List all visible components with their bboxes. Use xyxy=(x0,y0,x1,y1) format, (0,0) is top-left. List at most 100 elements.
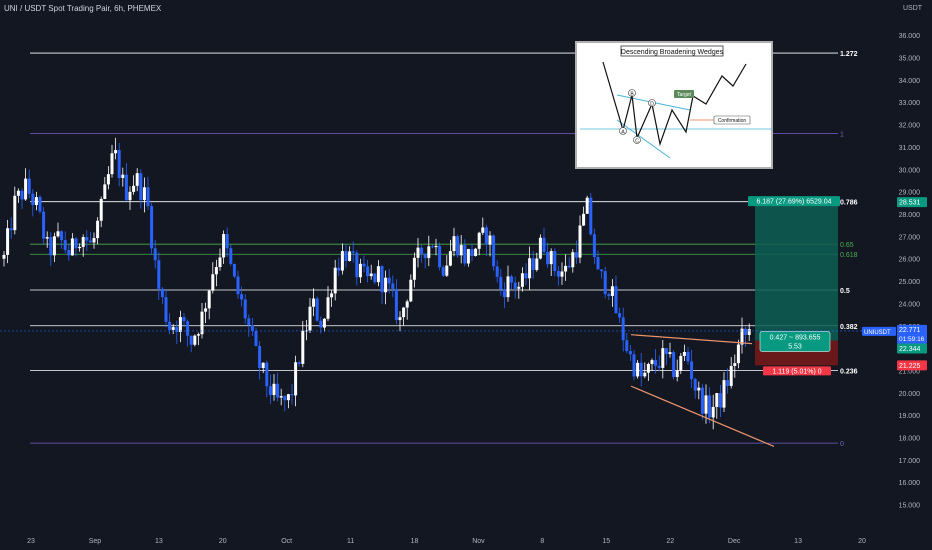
candle-body xyxy=(196,334,200,336)
price-tick-label: 25.000 xyxy=(899,279,921,286)
candle-body xyxy=(157,260,161,289)
candle-body xyxy=(290,394,294,396)
inset-confirmation-label: Confirmation xyxy=(718,118,747,124)
candle-body xyxy=(200,311,204,335)
candle-body xyxy=(708,395,712,418)
candle-body xyxy=(232,263,236,277)
inset-point-b xyxy=(628,89,636,97)
candle-body xyxy=(276,383,280,398)
candle-body xyxy=(538,237,542,259)
candle-body xyxy=(168,321,172,330)
time-tick-label: 11 xyxy=(347,538,354,545)
candle-body xyxy=(63,240,67,250)
long-position-tool[interactable]: 6.187 (27.69%) 6529.04 0.427 ~ 893.655 5.5… xyxy=(748,196,840,376)
candle-body xyxy=(718,393,722,408)
time-axis[interactable]: 23 Sep 13 20 Oct 11 18 Nov 8 15 22 Dec 13 20 xyxy=(0,531,932,550)
candle-body xyxy=(531,258,535,270)
price-tick-label: 21.000 xyxy=(899,368,921,375)
candle-body xyxy=(621,317,625,341)
candle-body xyxy=(524,273,528,279)
candle-body xyxy=(96,220,100,239)
candle-body xyxy=(340,251,344,271)
candle-body xyxy=(394,288,398,321)
candle-body xyxy=(405,301,409,308)
last-price-badge: 22.771 xyxy=(899,327,921,334)
countdown-badge: 01:59:16 xyxy=(899,336,925,343)
wedge-upper-line[interactable] xyxy=(630,334,753,345)
candle-body xyxy=(326,297,330,319)
stop-label: 1.119 (5.01%) 0 xyxy=(772,368,821,375)
fib-level-label: 0.618 xyxy=(840,252,858,259)
descending-broadening-wedge[interactable] xyxy=(630,334,775,448)
wedge-lower-line[interactable] xyxy=(630,385,775,448)
candle-body xyxy=(661,348,665,368)
candle-body xyxy=(704,395,708,414)
candle-body xyxy=(535,258,539,270)
candle-body xyxy=(16,190,20,196)
time-tick-label: 15 xyxy=(602,538,610,545)
price-axis-background xyxy=(895,0,932,530)
fib-level-label: 0.382 xyxy=(840,324,858,331)
candle-body xyxy=(34,197,38,206)
candle-body xyxy=(362,263,366,267)
target-label-box xyxy=(748,196,840,207)
candle-body xyxy=(470,249,474,257)
price-badges: 28.531 21.225 UNIUSDT 22.771 01:59:16 22.344 xyxy=(0,197,927,371)
candle-body xyxy=(614,286,618,314)
candle-body xyxy=(358,263,362,278)
time-tick-label: 22 xyxy=(666,538,674,545)
candle-body xyxy=(657,365,661,368)
candle-body xyxy=(279,396,283,398)
stop-price-badge: 21.225 xyxy=(899,363,921,370)
candle-body xyxy=(618,313,622,318)
candle-body xyxy=(380,266,384,293)
candle-body xyxy=(700,387,704,414)
candle-body xyxy=(121,174,125,179)
price-tick-label: 20.000 xyxy=(899,391,921,398)
candle-body xyxy=(448,251,452,266)
price-tick-label: 32.000 xyxy=(899,123,921,130)
candle-body xyxy=(337,267,341,271)
fib-level-label: 0.65 xyxy=(840,242,854,249)
candle-body xyxy=(207,290,211,309)
candle-body xyxy=(247,318,251,326)
candle-body xyxy=(45,237,49,239)
position-info-line2: 5.53 xyxy=(788,344,802,351)
inset-confirmation-box xyxy=(713,115,751,125)
price-tick-label: 35.000 xyxy=(899,56,921,63)
candle-body xyxy=(103,184,107,199)
inset-title-box xyxy=(620,45,724,57)
position-info-line1: 0.427 ~ 893.655 xyxy=(770,335,821,342)
candle-body xyxy=(636,362,640,377)
inset-target-box xyxy=(674,90,694,98)
candle-body xyxy=(297,362,301,364)
candle-body xyxy=(549,251,553,265)
candle-body xyxy=(315,298,319,321)
candle-body xyxy=(114,150,118,154)
candle-body xyxy=(124,174,128,201)
candle-body xyxy=(430,246,434,248)
candle-body xyxy=(412,257,416,280)
candle-body xyxy=(499,276,503,290)
candle-body xyxy=(607,294,611,296)
candle-body xyxy=(261,362,265,369)
candle-body xyxy=(686,352,690,362)
candle-body xyxy=(481,227,485,233)
candle-body xyxy=(229,248,233,264)
inset-target-label: Target xyxy=(677,92,692,98)
price-axis[interactable]: USDT 36.000 35.000 34.000 33.000 32.000 31.00… xyxy=(895,0,932,530)
profit-zone[interactable] xyxy=(755,202,838,341)
candle-body xyxy=(214,267,218,275)
candle-body xyxy=(445,265,449,276)
candle-body xyxy=(74,238,78,249)
candle-body xyxy=(625,340,629,352)
candle-body xyxy=(20,190,24,200)
candle-body xyxy=(452,236,456,252)
candle-body xyxy=(182,317,186,322)
candle-body xyxy=(693,379,697,391)
candle-body xyxy=(585,197,589,214)
candle-body xyxy=(319,320,323,328)
candle-body xyxy=(744,328,748,335)
candle-body xyxy=(459,245,463,256)
